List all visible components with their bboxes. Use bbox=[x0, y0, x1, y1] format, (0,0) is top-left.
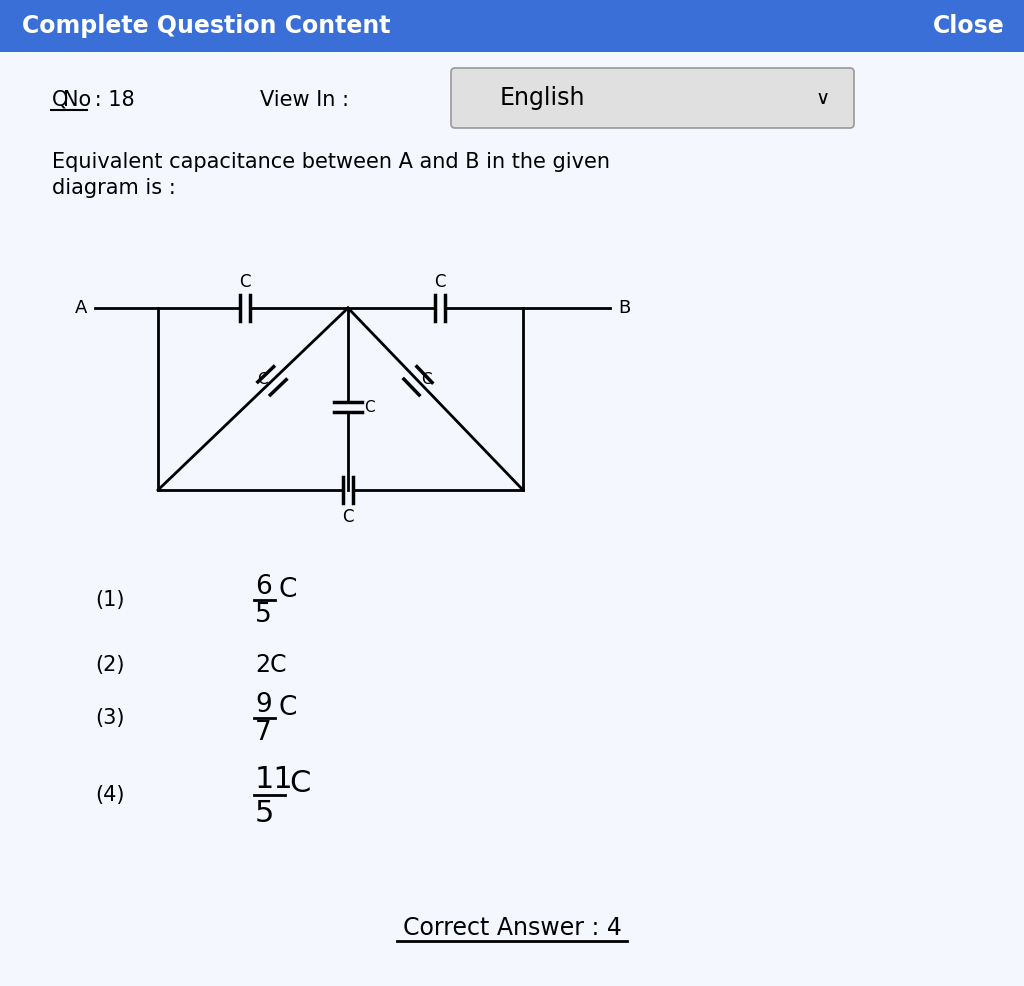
Text: 5: 5 bbox=[255, 800, 274, 828]
Text: (3): (3) bbox=[95, 708, 125, 728]
Text: C: C bbox=[289, 768, 310, 798]
Text: diagram is :: diagram is : bbox=[52, 178, 176, 198]
Text: C: C bbox=[434, 273, 445, 291]
Text: 11: 11 bbox=[255, 764, 294, 794]
Text: 9: 9 bbox=[255, 692, 271, 718]
Text: No: No bbox=[63, 90, 91, 110]
Text: C: C bbox=[240, 273, 251, 291]
Text: ∨: ∨ bbox=[816, 89, 830, 107]
Text: C: C bbox=[279, 695, 297, 721]
Text: A: A bbox=[75, 299, 87, 317]
Text: (1): (1) bbox=[95, 590, 125, 610]
Text: View In :: View In : bbox=[260, 90, 349, 110]
Text: English: English bbox=[500, 86, 586, 110]
Text: (4): (4) bbox=[95, 785, 125, 805]
Text: 2C: 2C bbox=[255, 653, 287, 677]
Text: C: C bbox=[422, 372, 432, 387]
Text: Equivalent capacitance between A and B in the given: Equivalent capacitance between A and B i… bbox=[52, 152, 610, 172]
Text: C: C bbox=[342, 508, 353, 526]
Text: B: B bbox=[618, 299, 630, 317]
Text: 7: 7 bbox=[255, 720, 271, 746]
Text: Complete Question Content: Complete Question Content bbox=[22, 14, 390, 38]
Text: (2): (2) bbox=[95, 655, 125, 675]
Text: C: C bbox=[279, 577, 297, 603]
Text: : 18: : 18 bbox=[88, 90, 134, 110]
Text: Close: Close bbox=[933, 14, 1005, 38]
Text: C: C bbox=[258, 372, 268, 387]
Text: C: C bbox=[364, 399, 375, 414]
Text: Q: Q bbox=[52, 90, 69, 110]
Bar bbox=[0, 0, 1024, 52]
Text: 5: 5 bbox=[255, 602, 271, 628]
FancyBboxPatch shape bbox=[451, 68, 854, 128]
Text: Correct Answer : 4: Correct Answer : 4 bbox=[402, 916, 622, 940]
Text: 6: 6 bbox=[255, 574, 271, 600]
